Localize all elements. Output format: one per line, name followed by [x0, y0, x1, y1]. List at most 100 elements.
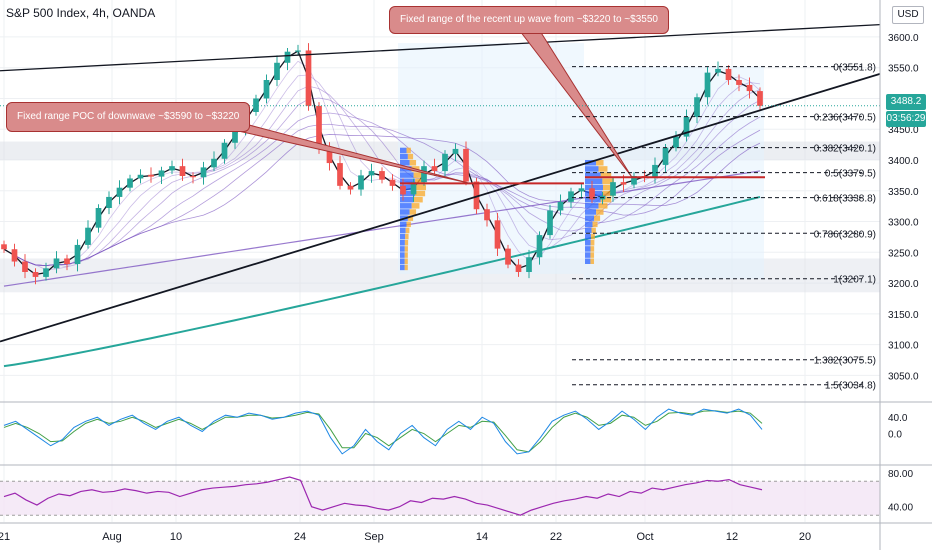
- volume-profile-bar: [405, 227, 410, 234]
- candle-body: [11, 249, 18, 262]
- candle-body: [379, 171, 385, 180]
- price-tick-label: 3300.0: [888, 218, 919, 229]
- volume-profile-bar: [590, 233, 595, 240]
- candle-body: [316, 105, 322, 148]
- price-tick-label: 3250.0: [888, 248, 919, 259]
- volume-profile-bar: [404, 240, 409, 246]
- candle-body: [620, 182, 627, 185]
- candle-body: [127, 178, 133, 188]
- candle-body: [704, 72, 711, 98]
- candle-body: [526, 257, 532, 272]
- volume-profile-bar: [405, 233, 409, 240]
- candle-body: [305, 50, 312, 106]
- price-tick-label: 3400.0: [888, 156, 919, 167]
- candle-body: [337, 163, 343, 186]
- candle-body: [547, 210, 553, 236]
- candle-body: [400, 185, 406, 195]
- candle-body: [568, 191, 574, 202]
- candle-body: [578, 188, 585, 192]
- time-tick-label: 12: [726, 531, 738, 543]
- volume-profile-bar: [407, 153, 414, 160]
- time-tick-label: 21: [0, 531, 10, 543]
- time-tick-label: Aug: [102, 531, 122, 543]
- rsi-tick-label: 40.00: [888, 503, 913, 514]
- candle-body: [43, 268, 49, 277]
- volume-profile-bar: [400, 153, 408, 160]
- volume-profile-bar: [590, 246, 595, 252]
- volume-profile-bar: [585, 233, 591, 240]
- volume-profile-bar: [591, 227, 596, 234]
- candle-body: [284, 51, 291, 63]
- volume-profile-bar: [409, 209, 417, 215]
- volume-profile-bar: [585, 166, 599, 172]
- price-tick-label: 3200.0: [888, 279, 919, 290]
- candle-body: [463, 148, 469, 182]
- stoch-tick-label: 0.0: [888, 430, 902, 441]
- candle-body: [137, 174, 144, 179]
- currency-button[interactable]: USD: [892, 6, 924, 24]
- price-tick-label: 3150.0: [888, 310, 919, 321]
- volume-profile-bar: [585, 252, 591, 258]
- annotation-up-wave[interactable]: Fixed range of the recent up wave from ~…: [389, 6, 669, 34]
- slow-ma-line: [3, 170, 761, 287]
- price-tick-label: 3450.0: [888, 125, 919, 136]
- time-tick-label: 20: [799, 531, 811, 543]
- annotation-down-wave[interactable]: Fixed range POC of downwave ~$3590 to ~$…: [6, 102, 251, 132]
- fib-level-label: 1.5(3034.8): [825, 381, 876, 392]
- candle-body: [347, 185, 354, 190]
- volume-profile-bar: [585, 221, 593, 228]
- fib-level-label: 0.786(3280.9): [814, 229, 876, 240]
- fib-level-label: 1(3207.1): [833, 275, 876, 286]
- last-price-tag: 3488.2: [886, 94, 926, 110]
- candle-body: [263, 80, 270, 99]
- volume-profile-bar: [585, 178, 603, 184]
- candle-body: [389, 179, 396, 186]
- lower-trend-line: [0, 72, 881, 343]
- volume-profile-bar: [400, 227, 406, 234]
- rsi-tick-label: 80.00: [888, 469, 913, 480]
- volume-profile-bar: [413, 172, 423, 178]
- candle-body: [494, 220, 501, 249]
- price-tick-label: 3350.0: [888, 187, 919, 198]
- volume-profile-bar: [400, 196, 414, 203]
- candle-body: [1, 244, 7, 250]
- candle-body: [442, 153, 448, 172]
- candle-body: [536, 235, 543, 258]
- candle-body: [158, 170, 165, 177]
- candle-body: [589, 188, 595, 200]
- candle-body: [22, 261, 28, 272]
- volume-profile-bar: [415, 190, 426, 197]
- fib-level-label: 0.618(3338.8): [814, 194, 876, 205]
- price-tick-label: 3600.0: [888, 33, 919, 44]
- volume-profile-bar: [400, 252, 405, 258]
- volume-profile-bar: [400, 190, 416, 197]
- volume-profile-bar: [596, 209, 604, 215]
- volume-profile-bar: [603, 184, 615, 191]
- candle-body: [179, 166, 186, 176]
- candle-body: [85, 227, 91, 245]
- candle-body: [53, 258, 60, 269]
- volume-profile-bar: [585, 196, 601, 203]
- volume-profile-bar: [585, 258, 591, 264]
- candle-body: [652, 164, 658, 178]
- fib-level-label: 1.382(3075.5): [814, 356, 876, 367]
- volume-profile-bar: [590, 258, 595, 264]
- candle-body: [736, 80, 742, 85]
- stoch-tick-label: 40.0: [888, 413, 908, 424]
- time-tick-label: Oct: [636, 531, 653, 543]
- volume-profile-bar: [585, 209, 597, 215]
- candle-body: [757, 91, 763, 106]
- price-tick-label: 3550.0: [888, 64, 919, 75]
- candle-body: [431, 166, 438, 172]
- candle-body: [557, 201, 564, 211]
- volume-profile-bar: [400, 240, 405, 246]
- volume-profile-bar: [400, 246, 405, 252]
- candle-body: [274, 62, 280, 80]
- candle-body: [368, 171, 375, 176]
- time-tick-label: 14: [476, 531, 488, 543]
- candle-body: [74, 244, 81, 264]
- down-wave-range: [398, 43, 584, 274]
- volume-profile-bar: [602, 178, 614, 184]
- upper-trend-line: [0, 23, 881, 72]
